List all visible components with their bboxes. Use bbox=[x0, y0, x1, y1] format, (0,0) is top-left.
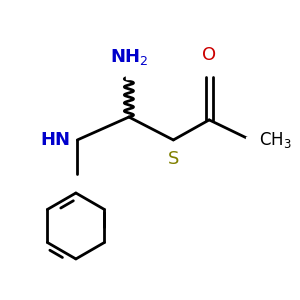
Bar bbox=[55, 136, 68, 144]
Bar bbox=[169, 146, 177, 152]
Text: O: O bbox=[202, 46, 216, 64]
Bar bbox=[247, 137, 255, 143]
Text: HN: HN bbox=[41, 131, 71, 149]
Bar bbox=[206, 68, 213, 74]
Text: CH$_3$: CH$_3$ bbox=[260, 130, 292, 150]
Text: S: S bbox=[168, 150, 179, 168]
Text: NH$_2$: NH$_2$ bbox=[110, 47, 148, 67]
Bar bbox=[126, 74, 132, 80]
